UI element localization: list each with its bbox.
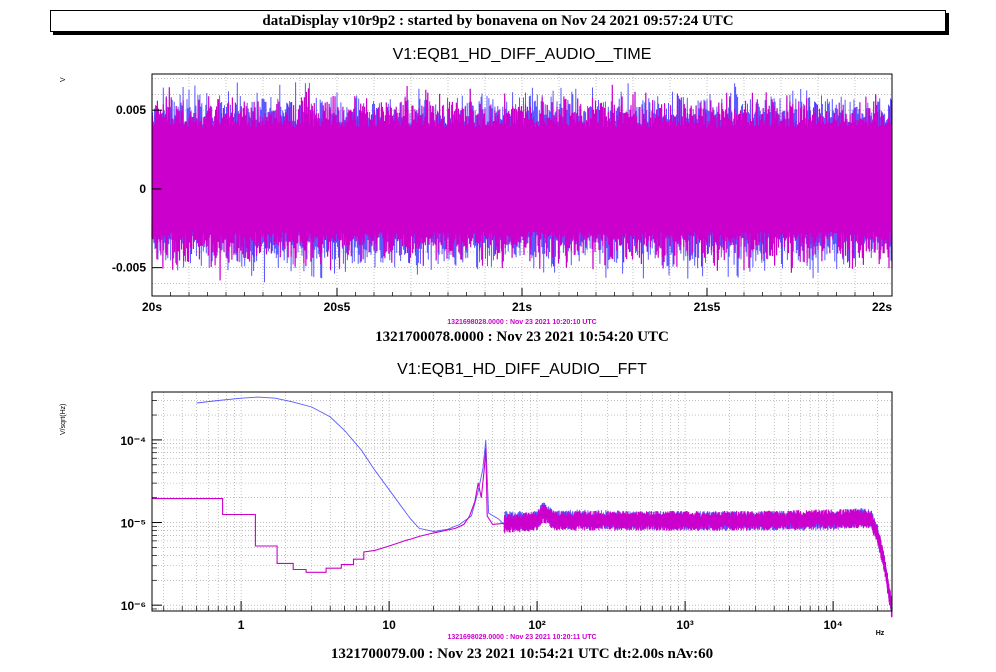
time-plot-reference-caption: 1321698028.0000 : Nov 23 2021 10:20:10 U… xyxy=(447,319,597,326)
fft-x-tick-label: 1 xyxy=(238,618,245,632)
time-y-tick-label: 0 xyxy=(139,182,146,196)
time-y-tick-label: 0.005 xyxy=(116,103,146,117)
app-title: dataDisplay v10r9p2 : started by bonaven… xyxy=(262,12,734,29)
fft-series-line xyxy=(152,447,893,618)
fft-x-tick-label: 10² xyxy=(528,618,545,632)
time-x-tick-label: 20s5 xyxy=(324,300,351,314)
time-x-tick-label: 21s5 xyxy=(694,300,721,314)
app-title-bar: dataDisplay v10r9p2 : started by bonaven… xyxy=(50,10,946,32)
fft-y-tick-label: 10⁻⁴ xyxy=(120,434,146,448)
fft-plot-caption: 1321700079.00 : Nov 23 2021 10:54:21 UTC… xyxy=(330,646,714,662)
time-plot-title: V1:EQB1_HD_DIFF_AUDIO__TIME xyxy=(392,46,652,63)
time-series-line xyxy=(151,84,893,281)
time-y-tick-label: -0.005 xyxy=(112,261,146,275)
time-x-tick-label: 20s xyxy=(142,300,162,314)
fft-x-tick-label: 10 xyxy=(382,618,396,632)
fft-x-tick-label: 10⁴ xyxy=(823,618,842,632)
time-x-tick-label: 21s xyxy=(512,300,532,314)
fft-plot-reference-caption: 1321698029.0000 : Nov 23 2021 10:20:11 U… xyxy=(447,634,597,641)
fft-y-tick-label: 10⁻⁵ xyxy=(121,517,146,531)
fft-plot-title: V1:EQB1_HD_DIFF_AUDIO__FFT xyxy=(397,361,647,378)
fft-x-axis-label: Hz xyxy=(876,630,885,637)
time-plot-caption: 1321700078.0000 : Nov 23 2021 10:54:20 U… xyxy=(375,329,669,345)
time-series-line-reference xyxy=(151,82,893,283)
fft-y-tick-label: 10⁻⁶ xyxy=(121,599,146,613)
time-x-tick-label: 22s xyxy=(872,300,892,314)
fft-plot-frame xyxy=(151,391,893,612)
fft-x-tick-label: 10³ xyxy=(676,618,693,632)
